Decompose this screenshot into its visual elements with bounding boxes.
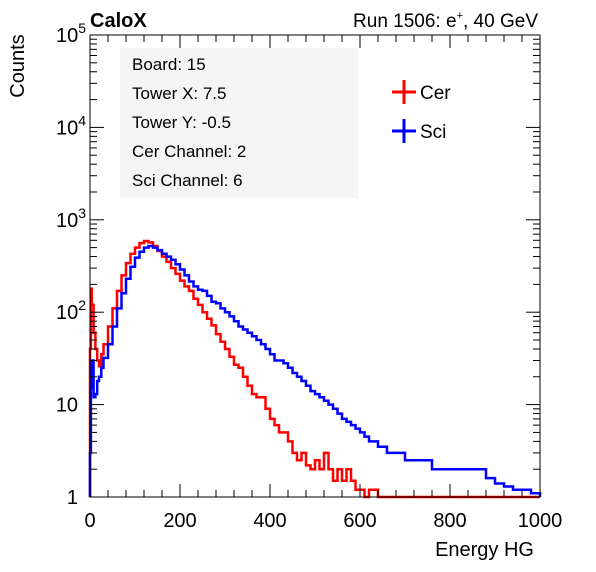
x-tick-label: 0 bbox=[84, 510, 95, 532]
info-board: Board: 15 bbox=[132, 55, 206, 74]
info-tower-x: Tower X: 7.5 bbox=[132, 84, 227, 103]
series-layer bbox=[88, 239, 542, 499]
tick-layer: 0 200 400 600 800 1000 1 10 102 103 104 105 bbox=[56, 20, 563, 532]
legend-label-sci: Sci bbox=[420, 122, 446, 143]
y-tick-label: 10 bbox=[56, 395, 78, 417]
run-info-suffix: , 40 GeV bbox=[463, 11, 538, 32]
info-sci-channel: Sci Channel: 6 bbox=[132, 171, 243, 190]
x-tick-label: 1000 bbox=[518, 510, 563, 532]
y-tick-label: 1 bbox=[67, 487, 78, 509]
y-tick-label: 103 bbox=[56, 205, 86, 232]
x-tick-label: 400 bbox=[253, 510, 286, 532]
legend-label-cer: Cer bbox=[420, 83, 451, 104]
x-axis-title: Energy HG bbox=[435, 539, 534, 561]
y-tick-label: 102 bbox=[56, 297, 86, 324]
series-line-sci bbox=[88, 244, 542, 497]
info-cer-channel: Cer Channel: 2 bbox=[132, 142, 246, 161]
x-tick-label: 600 bbox=[343, 510, 376, 532]
x-tick-label: 200 bbox=[163, 510, 196, 532]
info-box-background bbox=[120, 48, 358, 198]
x-tick-label: 800 bbox=[433, 510, 466, 532]
series-line-cer bbox=[88, 239, 540, 499]
calox-label: CaloX bbox=[90, 10, 147, 32]
y-axis-title: Counts bbox=[7, 34, 29, 97]
run-info-prefix: Run 1506: e bbox=[353, 11, 457, 32]
run-info: Run 1506: e+, 40 GeV bbox=[353, 10, 538, 32]
run-info-superscript: + bbox=[457, 10, 463, 22]
y-tick-label: 105 bbox=[56, 20, 86, 47]
info-box: Board: 15 Tower X: 7.5 Tower Y: -0.5 Cer… bbox=[120, 48, 358, 198]
y-tick-label: 104 bbox=[56, 112, 86, 139]
info-tower-y: Tower Y: -0.5 bbox=[132, 113, 231, 132]
legend: Cer Sci bbox=[392, 80, 451, 143]
plot-frame bbox=[89, 34, 541, 498]
